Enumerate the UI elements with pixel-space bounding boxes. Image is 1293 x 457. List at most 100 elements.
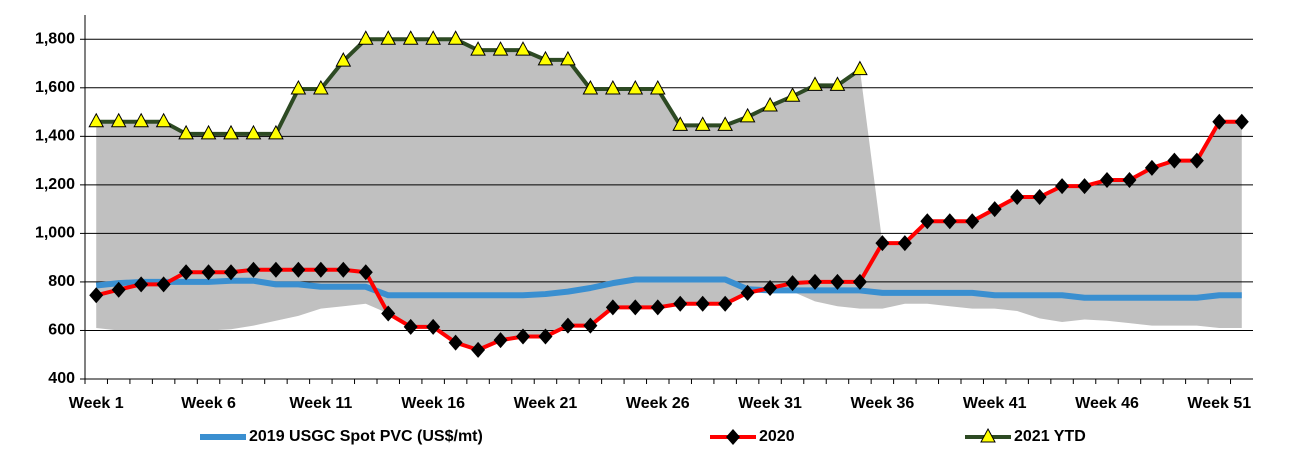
legend-label: 2020 (759, 428, 795, 445)
x-tick-label: Week 41 (963, 395, 1027, 412)
data-point (672, 116, 689, 131)
y-tick-label: 1,000 (35, 225, 75, 242)
data-point (717, 116, 733, 131)
data-point (471, 341, 486, 358)
data-point (201, 264, 216, 281)
data-point (313, 261, 328, 278)
data-point (245, 124, 262, 140)
data-point (965, 213, 980, 230)
data-point (1189, 152, 1204, 169)
data-point (718, 295, 733, 312)
y-tick-label: 1,600 (35, 79, 75, 96)
data-point (650, 299, 665, 316)
legend-label: 2021 YTD (1014, 428, 1086, 445)
data-point (537, 50, 554, 66)
data-point (695, 295, 710, 312)
y-tick-label: 1,800 (35, 30, 75, 47)
data-point (605, 79, 621, 95)
data-point (897, 235, 912, 252)
data-point (628, 299, 643, 316)
data-point (200, 124, 217, 140)
data-point (156, 276, 171, 293)
data-point (875, 235, 890, 252)
data-point (516, 328, 530, 345)
data-point (178, 124, 194, 140)
data-point (830, 273, 845, 290)
data-point (583, 317, 598, 334)
data-point (1077, 178, 1092, 195)
data-point (740, 284, 755, 301)
data-point (290, 79, 307, 95)
data-point (852, 60, 868, 76)
x-tick-label: Week 36 (851, 395, 915, 412)
data-point (829, 76, 846, 91)
x-tick-label: Week 1 (69, 395, 124, 412)
data-point (470, 41, 486, 56)
data-point (739, 107, 756, 123)
data-point (605, 299, 620, 316)
data-point (627, 79, 644, 95)
data-point (110, 112, 127, 128)
data-point (134, 276, 149, 293)
data-point (1144, 159, 1159, 176)
legend-marker (726, 429, 740, 445)
data-point (358, 264, 373, 281)
data-point (268, 124, 284, 140)
range-band (96, 39, 1242, 350)
data-point (1010, 189, 1025, 205)
x-tick-label: Week 6 (181, 395, 236, 412)
data-point (762, 96, 778, 112)
data-point (807, 76, 823, 91)
data-point (88, 112, 105, 128)
y-tick-label: 1,400 (35, 128, 75, 145)
data-point (1055, 178, 1070, 195)
data-point (335, 52, 352, 67)
data-point (649, 79, 666, 95)
data-point (492, 41, 509, 56)
data-point (785, 275, 800, 292)
x-tick-label: Week 11 (289, 395, 352, 412)
data-point (763, 280, 778, 296)
data-point (1167, 152, 1182, 169)
data-point (246, 261, 261, 278)
data-point (1212, 113, 1227, 130)
x-tick-label: Week 51 (1187, 395, 1251, 412)
data-point (403, 318, 418, 335)
x-tick-label: Week 21 (514, 395, 578, 412)
data-point (313, 79, 329, 95)
legend-marker (980, 427, 996, 443)
data-point (179, 264, 194, 281)
data-point (381, 305, 396, 322)
y-tick-label: 1,200 (35, 176, 75, 193)
data-point (224, 264, 238, 281)
data-point (402, 30, 419, 45)
data-point (538, 328, 553, 345)
x-tick-label: Week 26 (626, 395, 690, 412)
data-point (784, 87, 801, 102)
data-point (268, 261, 283, 278)
data-point (987, 201, 1002, 218)
data-point (1100, 172, 1114, 189)
x-tick-label: Week 46 (1075, 395, 1139, 412)
data-point (1032, 189, 1047, 205)
data-point (357, 30, 374, 45)
data-point (852, 273, 867, 290)
y-tick-label: 400 (48, 370, 75, 387)
data-point (673, 295, 688, 312)
y-tick-label: 600 (48, 322, 75, 339)
data-point (515, 41, 531, 56)
data-point (425, 30, 441, 45)
data-point (426, 318, 441, 335)
data-point (380, 30, 397, 45)
x-tick-label: Week 16 (401, 395, 465, 412)
data-point (223, 124, 239, 140)
legend-label: 2019 USGC Spot PVC (US$/mt) (249, 428, 483, 445)
data-point (448, 334, 463, 351)
data-point (560, 317, 575, 334)
data-point (920, 213, 935, 230)
data-point (694, 116, 711, 131)
series-line (95, 276, 1242, 301)
data-point (133, 112, 149, 128)
x-tick-label: Week 31 (738, 395, 802, 412)
